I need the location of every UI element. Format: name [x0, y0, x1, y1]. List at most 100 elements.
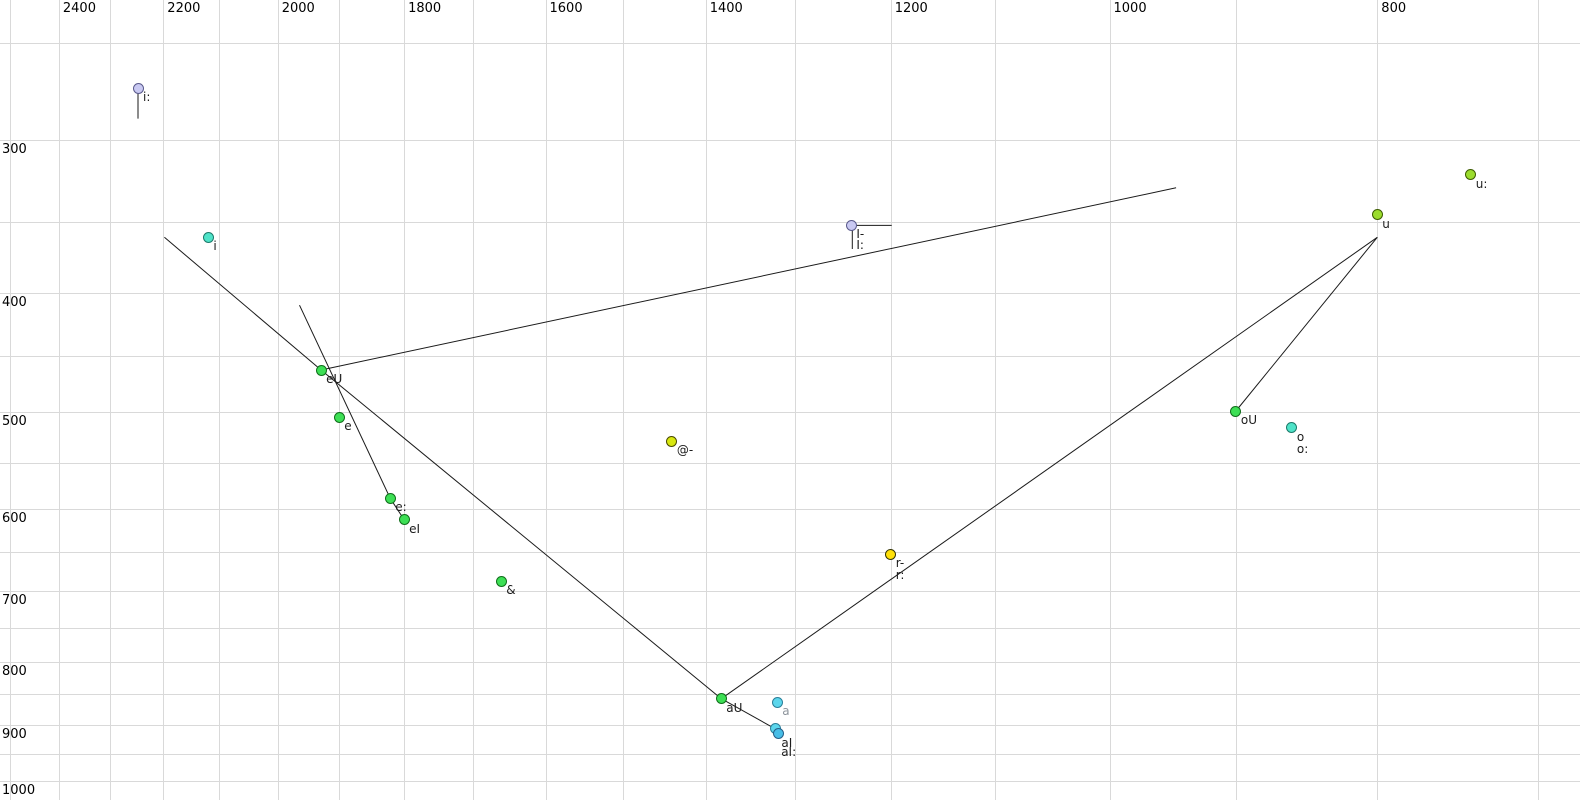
- y-axis-tick-label: 400: [2, 295, 27, 311]
- x-axis-tick-label: 2200: [167, 1, 201, 16]
- vowel-point-eI: [398, 514, 410, 526]
- segment-eU-to-aU: [320, 369, 722, 700]
- vowel-point-label: I-: [856, 227, 865, 242]
- segment-onset-to-e-long: [299, 304, 391, 499]
- x-axis-tick-label: 2000: [281, 1, 315, 16]
- gridline-f1-650: [0, 551, 1580, 553]
- gridline-f1-700: [0, 591, 1580, 593]
- x-axis-tick-label: 1600: [549, 1, 583, 16]
- vowel-point-label: a: [782, 704, 790, 719]
- gridline-f2-1800: [404, 0, 406, 800]
- x-axis-tick-label: 1400: [709, 1, 743, 16]
- vowel-point-label: e:: [395, 500, 407, 515]
- vowel-point-oU: [1230, 405, 1242, 417]
- gridline-f2-2300: [110, 0, 111, 800]
- vowel-point-label: i:: [143, 90, 151, 105]
- vowel-point-&: [495, 575, 507, 587]
- gridline-f1-600: [0, 509, 1580, 511]
- vowel-point-label: o: [1296, 429, 1305, 444]
- gridline-f2-1000: [1109, 0, 1111, 800]
- segment-aU-offglide: [721, 236, 1378, 700]
- vowel-point-r-: [885, 548, 897, 560]
- vowel-point-label: u:: [1475, 176, 1488, 191]
- vowel-point-label: e: [344, 419, 352, 434]
- vowel-point-label: eI: [409, 521, 421, 536]
- gridline-f1-950: [0, 753, 1580, 755]
- segment-aU-to-aI: [721, 698, 776, 730]
- gridline-f2-2200: [163, 0, 165, 800]
- vowel-point-label: eU: [326, 372, 343, 386]
- gridline-f2-2400: [58, 0, 60, 800]
- y-axis-tick-label: 300: [2, 142, 27, 158]
- vowel-point-label: oU: [1240, 413, 1258, 427]
- y-axis-tick-label: 900: [2, 726, 27, 742]
- gridline-f2-1100: [995, 0, 997, 800]
- vowel-point-aI:: [772, 728, 784, 740]
- vowel-point-i: [202, 231, 214, 243]
- y-axis-tick-label: 600: [2, 511, 27, 527]
- vowel-point-label: r:: [895, 568, 905, 583]
- gridline-f1-500: [0, 412, 1580, 414]
- vowel-point-label: o:: [1296, 441, 1309, 456]
- gridline-f2-1200: [890, 0, 892, 800]
- x-axis-tick-label: 800: [1381, 1, 1407, 16]
- gridline-f1-350: [0, 222, 1580, 224]
- x-axis-tick-label: 1000: [1113, 1, 1147, 16]
- gridline-f2-800: [1377, 0, 1379, 800]
- gridline-f2-1300: [794, 0, 796, 800]
- y-axis-tick-label: 1000: [2, 782, 36, 798]
- vowel-point-label: @-: [676, 443, 694, 458]
- gridline-f1-300: [0, 140, 1580, 142]
- gridline-f2-700: [1537, 0, 1539, 800]
- y-axis-tick-label: 500: [2, 414, 27, 430]
- gridline-f1-1000: [0, 780, 1580, 782]
- gridline-f1-250: [0, 43, 1580, 45]
- gridline-f2-1400: [705, 0, 707, 800]
- vowel-point-label: aU: [726, 700, 743, 715]
- segment-oU-offglide: [1235, 236, 1378, 412]
- vowel-point-u:: [1465, 169, 1477, 181]
- vowel-point-label: u: [1382, 216, 1390, 231]
- y-axis-tick-label: 700: [2, 593, 27, 609]
- vowel-point-label: &: [506, 583, 516, 598]
- x-axis-tick-label: 1800: [408, 1, 442, 16]
- gridline-f2-900: [1235, 0, 1237, 800]
- gridline-f1-450: [0, 356, 1580, 357]
- x-axis-tick-label: 2400: [62, 1, 96, 16]
- vowel-point-I-: [845, 219, 857, 231]
- vowel-point-e:: [384, 492, 396, 504]
- vowel-point-label: aI:: [781, 744, 797, 759]
- gridline-f2-2000: [277, 0, 279, 800]
- x-axis-tick-label: 1200: [894, 1, 928, 16]
- vowel-point-eU: [315, 364, 327, 376]
- gridline-f2-1700: [472, 0, 474, 800]
- vowel-point-a: [771, 696, 783, 708]
- vowel-point-u: [1371, 209, 1383, 221]
- gridline-f1-550: [0, 462, 1580, 464]
- gridline-f1-800: [0, 662, 1580, 664]
- gridline-f1-400: [0, 293, 1580, 295]
- gridline-f2-2100: [219, 0, 221, 800]
- gridline-f2-1500: [622, 0, 624, 800]
- gridline-f1-900: [0, 724, 1580, 726]
- gridline-f1-750: [0, 627, 1580, 629]
- vowel-point-e: [333, 411, 345, 423]
- vowel-point-i:: [132, 82, 144, 94]
- y-axis-tick-label: 800: [2, 664, 27, 680]
- segment-front-edge-to-eU: [164, 236, 322, 371]
- vowel-point-label: r-: [895, 556, 905, 571]
- vowel-point-label: I:: [856, 238, 864, 253]
- vowel-point-label: aI: [781, 735, 793, 750]
- vowel-point-label: i: [213, 239, 217, 254]
- vowel-point-aU: [715, 693, 727, 705]
- gridline-f2-2500: [9, 0, 11, 800]
- gridline-f1-850: [0, 694, 1580, 696]
- gridline-f2-1600: [545, 0, 547, 800]
- vowel-point-@-: [666, 435, 678, 447]
- gridline-f2-1900: [339, 0, 341, 800]
